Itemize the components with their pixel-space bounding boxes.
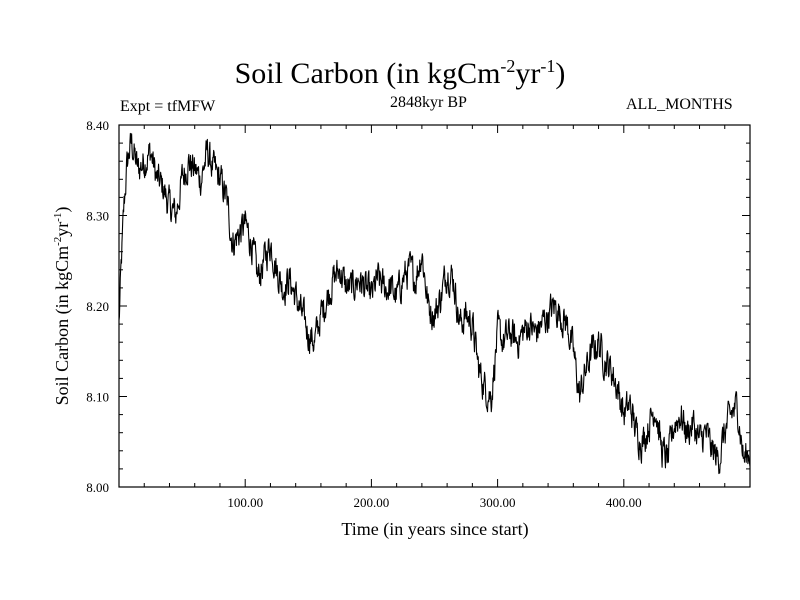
- experiment-label: Expt = tfMFW: [120, 98, 216, 115]
- x-tick-label: 100.00: [227, 495, 263, 510]
- series-layer: [118, 132, 751, 475]
- x-tick-label: 200.00: [354, 495, 390, 510]
- chart-title: Soil Carbon (in kgCm-2yr-1): [234, 56, 566, 90]
- x-tick-label: 300.00: [480, 495, 516, 510]
- x-axis-title: Time (in years since start): [341, 519, 528, 540]
- x-tick-label: 400.00: [606, 495, 642, 510]
- period-label: 2848kyr BP: [390, 94, 467, 111]
- y-axis-title: Soil Carbon (in kgCm-2yr-1): [52, 207, 73, 406]
- plot-frame: [118, 124, 751, 488]
- months-label: ALL_MONTHS: [626, 96, 733, 113]
- y-tick-label: 8.00: [86, 480, 109, 495]
- y-tick-label: 8.20: [86, 299, 109, 314]
- series-line: [118, 132, 751, 475]
- y-tick-label: 8.30: [86, 209, 109, 224]
- y-tick-label: 8.10: [86, 390, 109, 405]
- axis-ticks: 100.00 200.00 300.00 400.00 8.00 8.10 8.20 8.30…: [86, 118, 750, 510]
- y-tick-label: 8.40: [86, 118, 109, 133]
